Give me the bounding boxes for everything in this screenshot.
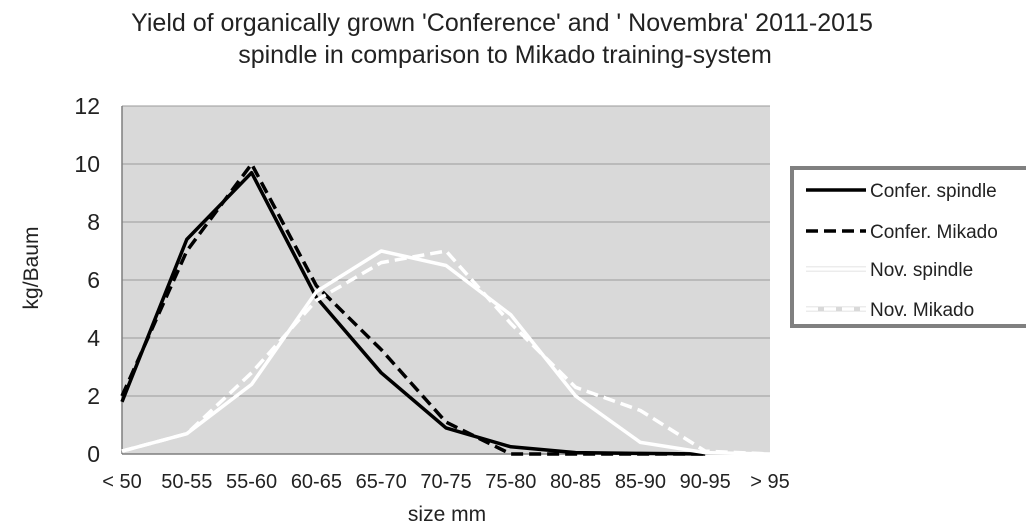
legend-box	[790, 166, 1026, 328]
series-line-3	[121, 249, 771, 456]
legend-label: Confer. Mikado	[870, 222, 998, 243]
chart-title: Yield of organically grown 'Conference' …	[131, 9, 873, 69]
chart-title-line-1: Yield of organically grown 'Conference' …	[131, 9, 873, 37]
y-tick-label: 6	[87, 267, 100, 293]
chart-title-line-2: spindle in comparison to Mikado training…	[238, 41, 772, 69]
x-tick-label: 50-55	[161, 471, 212, 493]
x-tick-label: 80-85	[550, 471, 601, 493]
x-tick-label: > 95	[750, 471, 789, 493]
x-tick-label: 90-95	[680, 471, 731, 493]
y-tick-label: 12	[74, 93, 100, 119]
y-tick-labels: 0 2 4 6 8 10 12	[74, 93, 100, 467]
y-axis-label: kg/Baum	[20, 227, 43, 310]
x-tick-label: 60-65	[291, 471, 342, 493]
y-tick-label: 10	[74, 151, 100, 177]
series-lines	[120, 162, 771, 456]
y-tick-label: 4	[87, 325, 100, 351]
y-tick-label: 0	[87, 441, 100, 467]
x-tick-label: 70-75	[420, 471, 471, 493]
x-tick-labels: < 50 50-55 55-60 60-65 65-70 70-75 75-80 80-85 8…	[102, 471, 789, 493]
y-tick-label: 8	[87, 209, 100, 235]
x-tick-label: 55-60	[226, 471, 277, 493]
gridlines	[122, 105, 770, 397]
series-line-4	[121, 249, 771, 456]
legend-label: Nov. spindle	[870, 260, 973, 281]
legend-label: Confer. spindle	[870, 181, 997, 202]
legend-label: Nov. Mikado	[870, 300, 974, 321]
x-tick-label: 65-70	[356, 471, 407, 493]
x-tick-label: 85-90	[615, 471, 666, 493]
x-tick-label: 75-80	[485, 471, 536, 493]
y-tick-label: 2	[87, 383, 100, 409]
series-line-2	[120, 162, 706, 456]
x-tick-label: < 50	[102, 471, 141, 493]
legend: Confer. spindle Confer. Mikado Nov. spindl…	[790, 166, 1026, 328]
x-axis-label: size mm	[408, 503, 486, 526]
